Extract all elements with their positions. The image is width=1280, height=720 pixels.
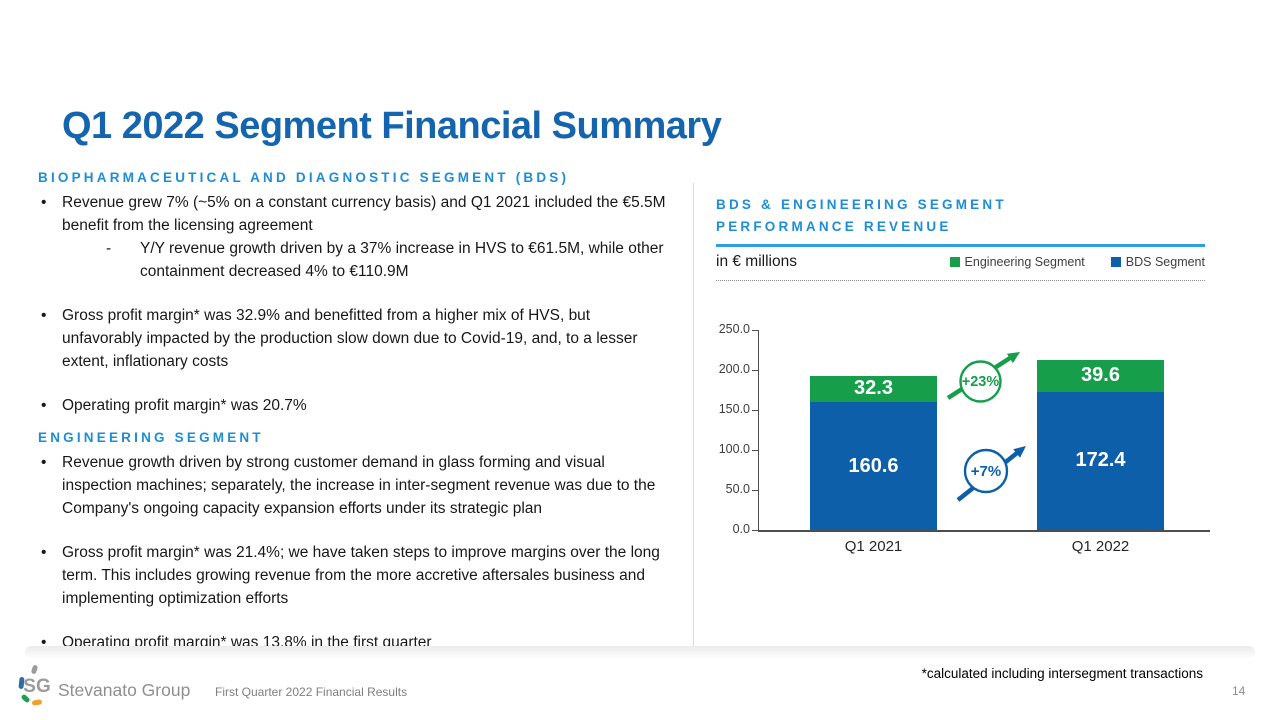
bullet-item: Gross profit margin* was 32.9% and benef…: [38, 304, 672, 373]
logo-petal-top: [31, 665, 38, 674]
bullet-item: Operating profit margin* was 20.7%: [38, 394, 672, 417]
y-tick-mark: [752, 330, 758, 331]
legend-swatch-icon: [949, 257, 960, 267]
annotation-label: +23%: [962, 374, 1000, 390]
y-tick-label: 50.0: [725, 482, 750, 496]
bds-bullet-list: Revenue grew 7% (~5% on a constant curre…: [38, 191, 672, 417]
legend-item: Engineering Segment: [949, 255, 1085, 269]
y-axis: [758, 330, 759, 530]
y-tick-label: 150.0: [718, 402, 750, 416]
chart-title-line1: BDS & ENGINEERING SEGMENT: [716, 197, 1007, 212]
annotation-circle: [959, 360, 1002, 403]
y-tick-label: 250.0: [718, 322, 750, 336]
arrow-head-icon: [1006, 352, 1020, 364]
legend-label: BDS Segment: [1125, 255, 1205, 269]
bds-section-heading: BIOPHARMACEUTICAL AND DIAGNOSTIC SEGMENT…: [38, 170, 570, 185]
y-tick-label: 0.0: [732, 522, 750, 536]
stevanato-group-logo: SG: [18, 665, 51, 706]
chart-title-line2: PERFORMANCE REVENUE: [716, 219, 952, 234]
bar-segment: 39.6: [1037, 360, 1164, 393]
bar-value-label: 39.6: [1081, 364, 1120, 387]
title-underline-rule: [716, 244, 1205, 247]
logo-petal-left: [18, 677, 25, 689]
legend-label: Engineering Segment: [964, 255, 1085, 269]
page-number: 14: [1232, 684, 1246, 698]
bar-segment: 172.4: [1037, 392, 1164, 530]
annotation-label: +7%: [971, 463, 1001, 480]
y-tick-mark: [752, 490, 758, 491]
chart-meta-row: in € millions Engineering Segment BDS Seg…: [716, 247, 1205, 281]
bar-value-label: 172.4: [1075, 449, 1126, 472]
bar-segment: 160.6: [810, 401, 937, 530]
plot-area: +23% +7% 250.0 200.0 150.0 100.0 50.0 0.0 160.…: [716, 320, 1216, 570]
bullet-item: Revenue growth driven by strong customer…: [38, 451, 672, 520]
footer-shadow-band: [25, 646, 1255, 658]
legend-swatch-icon: [1110, 257, 1121, 267]
footer-document-title: First Quarter 2022 Financial Results: [215, 685, 408, 699]
growth-annotation-engineering: +23%: [946, 352, 1020, 403]
y-tick-mark: [752, 410, 758, 411]
x-axis-label: Q1 2022: [1071, 538, 1130, 555]
growth-annotation-bds: +7%: [956, 446, 1026, 502]
logo-initials: SG: [23, 676, 50, 697]
bar-value-label: 160.6: [848, 454, 899, 477]
logo-company-name: Stevanato Group: [58, 680, 191, 700]
legend-item: BDS Segment: [1110, 255, 1205, 269]
y-tick-label: 200.0: [718, 362, 750, 376]
y-tick-mark: [752, 370, 758, 371]
bullet-item: Gross profit margin* was 21.4%; we have …: [38, 541, 672, 610]
chart-panel: BDS & ENGINEERING SEGMENT PERFORMANCE RE…: [716, 194, 1205, 281]
units-label: in € millions: [716, 253, 797, 270]
chart-legend: Engineering Segment BDS Segment: [949, 255, 1205, 269]
annotation-circle: [963, 448, 1009, 494]
footnote: *calculated including intersegment trans…: [921, 666, 1203, 681]
y-tick-label: 100.0: [718, 442, 750, 456]
engineering-section-heading: ENGINEERING SEGMENT: [38, 430, 264, 445]
bullet-item: Revenue grew 7% (~5% on a constant curre…: [38, 191, 672, 237]
x-axis: [758, 530, 1210, 532]
bar-value-label: 32.3: [854, 376, 893, 399]
left-column: BIOPHARMACEUTICAL AND DIAGNOSTIC SEGMENT…: [38, 170, 672, 654]
y-tick-mark: [752, 450, 758, 451]
engineering-bullet-list: Revenue growth driven by strong customer…: [38, 451, 672, 654]
chart-title: BDS & ENGINEERING SEGMENT PERFORMANCE RE…: [716, 194, 1205, 238]
x-axis-label: Q1 2021: [844, 538, 903, 555]
logo-petal-bottom: [32, 699, 42, 706]
arrow-head-icon: [1013, 446, 1026, 458]
page-title: Q1 2022 Segment Financial Summary: [62, 105, 722, 148]
bar-segment: 32.3: [810, 375, 937, 402]
sub-bullet-item: Y/Y revenue growth driven by a 37% incre…: [38, 237, 672, 283]
logo-petal-bottomleft: [21, 694, 30, 703]
y-tick-mark: [752, 530, 758, 531]
column-divider: [693, 183, 694, 648]
